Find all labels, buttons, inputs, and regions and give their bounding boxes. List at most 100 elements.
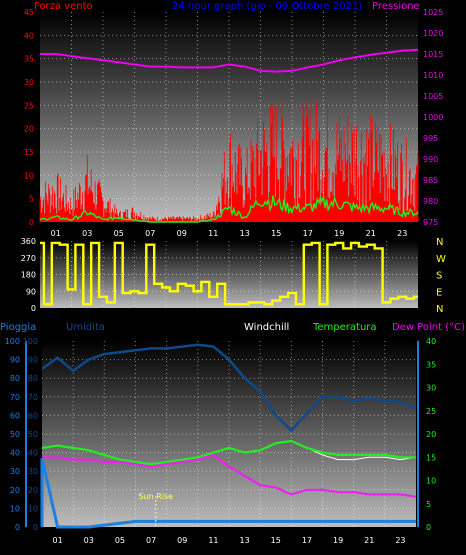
time-tick-label: 17 bbox=[302, 536, 312, 545]
time-tick-label: 21 bbox=[366, 229, 376, 238]
pressure-tick-label: 1005 bbox=[423, 92, 443, 101]
rain-tick-label: 30 bbox=[10, 467, 20, 476]
wind-series bbox=[39, 48, 419, 223]
rain-series bbox=[40, 457, 416, 529]
wind-tick-label: 40 bbox=[24, 31, 34, 40]
direction-tick-label: 270 bbox=[21, 254, 36, 263]
rain-tick-label: 50 bbox=[10, 430, 20, 439]
wind-tick-label: 25 bbox=[24, 101, 34, 110]
pressure-tick-label: 1020 bbox=[423, 29, 443, 38]
wind-tick-label: 35 bbox=[24, 55, 34, 64]
sunrise-label: Sun Rise bbox=[138, 492, 173, 501]
compass-label: E bbox=[436, 287, 442, 298]
humidity-grid bbox=[42, 341, 416, 527]
humidity-tick-label: 100 bbox=[23, 337, 38, 346]
humidity-tick-label: 0 bbox=[33, 523, 38, 532]
time-tick-label: 17 bbox=[303, 229, 313, 238]
pressure-tick-label: 990 bbox=[423, 155, 438, 164]
time-tick-label: 15 bbox=[271, 536, 281, 545]
humidity-tick-label: 60 bbox=[28, 411, 38, 420]
time-tick-label: 01 bbox=[51, 229, 61, 238]
time-tick-label: 13 bbox=[239, 536, 249, 545]
direction-tick-label: 180 bbox=[21, 271, 36, 280]
rain-tick-label: 0 bbox=[15, 523, 20, 532]
pressure-series bbox=[40, 48, 419, 73]
rain-tick-label: 20 bbox=[10, 486, 20, 495]
time-tick-label: 03 bbox=[84, 536, 94, 545]
time-tick-label: 01 bbox=[52, 536, 62, 545]
time-tick-label: 05 bbox=[114, 229, 124, 238]
wind-average-series bbox=[39, 195, 419, 223]
time-tick-label: 07 bbox=[145, 229, 155, 238]
temperature-series bbox=[41, 439, 416, 466]
temperature-tick-label: 0 bbox=[426, 523, 431, 532]
time-tick-label: 11 bbox=[208, 536, 218, 545]
humidity-temperature-panel: Pioggia Umidita Windchill Temperatura De… bbox=[0, 322, 465, 545]
rain-tick-label: 60 bbox=[10, 411, 20, 420]
time-tick-label: 03 bbox=[82, 229, 92, 238]
wind-pressure-panel: Forza vento 24 hour graph (gio - 09 Otto… bbox=[24, 1, 444, 238]
wind-tick-label: 20 bbox=[24, 125, 34, 134]
direction-series bbox=[40, 241, 418, 306]
pressure-tick-label: 980 bbox=[423, 197, 438, 206]
time-tick-label: 09 bbox=[177, 536, 187, 545]
pressure-tick-label: 1025 bbox=[423, 8, 443, 17]
humidity-series bbox=[41, 343, 417, 432]
wind-tick-label: 10 bbox=[24, 171, 34, 180]
rain-tick-label: 80 bbox=[10, 374, 20, 383]
pressure-tick-label: 1000 bbox=[423, 113, 443, 122]
direction-tick-label: 0 bbox=[31, 304, 36, 313]
chart-title: 24 hour graph (gio - 09 Ottobre 2021) bbox=[172, 1, 362, 12]
temperature-label: Temperatura bbox=[312, 322, 377, 333]
pressure-tick-label: 985 bbox=[423, 176, 438, 185]
rain-tick-label: 10 bbox=[10, 504, 20, 513]
humidity-label: Umidita bbox=[66, 322, 105, 333]
time-tick-label: 19 bbox=[334, 229, 344, 238]
time-tick-label: 07 bbox=[146, 536, 156, 545]
time-tick-label: 19 bbox=[333, 536, 343, 545]
wind-direction-series bbox=[40, 241, 418, 306]
rain-tick-label: 70 bbox=[10, 393, 20, 402]
wind-grid bbox=[40, 12, 418, 222]
wind-tick-label: 45 bbox=[24, 8, 34, 17]
humidity-tick-label: 90 bbox=[28, 356, 38, 365]
humidity-tick-label: 30 bbox=[28, 467, 38, 476]
rain-tick-label: 90 bbox=[10, 356, 20, 365]
time-tick-label: 05 bbox=[115, 536, 125, 545]
temperature-tick-label: 10 bbox=[426, 477, 436, 486]
dewpoint-label: Dew Point (°C) bbox=[392, 322, 465, 333]
humidity-series: Sun Rise bbox=[25, 341, 419, 529]
humidity-tick-label: 40 bbox=[28, 449, 38, 458]
rain-label: Pioggia bbox=[0, 322, 36, 333]
pressure-tick-label: 1015 bbox=[423, 50, 443, 59]
humidity-tick-label: 70 bbox=[28, 393, 38, 402]
pressure-tick-label: 975 bbox=[423, 218, 438, 227]
humidity-tick-label: 80 bbox=[28, 374, 38, 383]
pressure-tick-label: 1010 bbox=[423, 71, 443, 80]
time-tick-label: 15 bbox=[271, 229, 281, 238]
time-tick-label: 09 bbox=[177, 229, 187, 238]
compass-label: W bbox=[436, 254, 446, 265]
humidity-tick-label: 20 bbox=[28, 486, 38, 495]
wind-axis-label: Forza vento bbox=[34, 1, 93, 12]
dewpoint-series bbox=[42, 453, 417, 498]
temperature-tick-label: 25 bbox=[426, 407, 436, 416]
temperature-tick-label: 20 bbox=[426, 430, 436, 439]
windchill-label: Windchill bbox=[244, 322, 289, 333]
compass-label: N bbox=[436, 237, 443, 248]
temperature-tick-label: 40 bbox=[426, 337, 436, 346]
wind-tick-label: 5 bbox=[29, 195, 34, 204]
temperature-tick-label: 30 bbox=[426, 384, 436, 393]
time-tick-label: 11 bbox=[208, 229, 218, 238]
direction-tick-label: 90 bbox=[26, 287, 36, 296]
compass-label: N bbox=[436, 304, 443, 315]
wind-axis-ticks: 45 40 35 30 25 20 15 10 5 0 1025 1020 1015 1010 1005 10… bbox=[24, 8, 444, 238]
time-tick-label: 13 bbox=[240, 229, 250, 238]
temperature-tick-label: 15 bbox=[426, 453, 436, 462]
direction-tick-label: 360 bbox=[21, 237, 36, 246]
rain-tick-label: 40 bbox=[10, 449, 20, 458]
temperature-tick-label: 5 bbox=[426, 500, 431, 509]
